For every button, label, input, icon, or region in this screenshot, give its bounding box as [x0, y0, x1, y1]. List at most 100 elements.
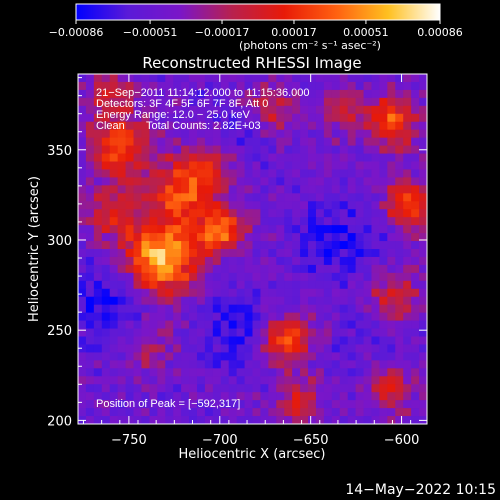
- heatmap-cell: [323, 209, 333, 218]
- heatmap-cell: [165, 177, 174, 186]
- heatmap-cell: [125, 105, 135, 115]
- heatmap-cell: [236, 193, 246, 202]
- heatmap-cell: [236, 81, 246, 91]
- heatmap-cell: [315, 272, 325, 282]
- heatmap-cell: [85, 169, 95, 178]
- heatmap-cell: [323, 272, 333, 282]
- heatmap-cell: [212, 352, 222, 361]
- heatmap-cell: [181, 233, 190, 242]
- heatmap-cell: [347, 209, 357, 218]
- heatmap-cell: [196, 129, 206, 139]
- heatmap-cell: [244, 217, 254, 226]
- heatmap-cell: [387, 336, 396, 346]
- heatmap-cell: [93, 145, 103, 155]
- heatmap-cell: [387, 280, 396, 290]
- heatmap-cell: [403, 113, 412, 123]
- heatmap-cell: [260, 344, 269, 353]
- heatmap-cell: [260, 81, 269, 91]
- heatmap-cell: [363, 81, 373, 91]
- heatmap-cell: [141, 360, 150, 369]
- heatmap-cell: [403, 97, 412, 107]
- heatmap-cell: [339, 129, 349, 139]
- heatmap-cell: [403, 376, 412, 385]
- heatmap-cell: [252, 241, 262, 250]
- heatmap-cell: [339, 320, 349, 330]
- heatmap-cell: [300, 296, 309, 306]
- heatmap-cell: [220, 384, 230, 393]
- heatmap-cell: [157, 360, 166, 369]
- heatmap-cell: [347, 408, 357, 417]
- annotation-method: Clean: [96, 120, 125, 132]
- heatmap-cell: [260, 97, 269, 107]
- heatmap-cell: [260, 113, 269, 123]
- heatmap-cell: [252, 89, 262, 99]
- heatmap-cell: [315, 185, 325, 194]
- heatmap-cell: [387, 81, 396, 91]
- heatmap-cell: [347, 336, 357, 346]
- heatmap-cell: [181, 121, 190, 131]
- heatmap-cell: [244, 105, 254, 115]
- heatmap-cell: [93, 129, 103, 139]
- heatmap-cell: [85, 225, 95, 234]
- heatmap-cell: [268, 185, 277, 194]
- heatmap-cell: [101, 81, 111, 91]
- heatmap-cell: [85, 177, 95, 186]
- heatmap-cell: [78, 320, 87, 330]
- heatmap-cell: [387, 368, 396, 377]
- heatmap-cell: [292, 193, 301, 202]
- heatmap-cell: [220, 74, 230, 83]
- heatmap-cell: [228, 201, 238, 210]
- heatmap-cell: [331, 177, 341, 186]
- heatmap-cell: [101, 344, 111, 353]
- heatmap-cell: [149, 400, 158, 409]
- heatmap-cell: [252, 264, 262, 274]
- heatmap-cell: [93, 384, 103, 393]
- heatmap-cell: [268, 217, 277, 226]
- heatmap-cell: [125, 209, 135, 218]
- heatmap-cell: [149, 161, 158, 171]
- heatmap-cell: [93, 217, 103, 226]
- heatmap-cell: [173, 304, 182, 314]
- heatmap-cell: [331, 304, 341, 314]
- heatmap-cell: [133, 185, 143, 194]
- heatmap-cell: [157, 137, 166, 147]
- heatmap-cell: [419, 233, 427, 242]
- heatmap-cell: [125, 336, 135, 346]
- heatmap-cell: [292, 344, 301, 353]
- heatmap-cell: [284, 352, 293, 361]
- heatmap-cell: [149, 344, 158, 353]
- heatmap-cell: [379, 137, 388, 147]
- heatmap-cell: [212, 384, 222, 393]
- heatmap-cell: [85, 304, 95, 314]
- heatmap-cell: [165, 328, 174, 338]
- heatmap-cell: [419, 129, 427, 139]
- heatmap-cell: [292, 368, 301, 377]
- heatmap-cell: [395, 344, 404, 353]
- heatmap-cell: [212, 225, 222, 234]
- heatmap-cell: [379, 129, 388, 139]
- heatmap-cell: [276, 97, 285, 107]
- heatmap-cell: [165, 352, 174, 361]
- heatmap-cell: [93, 392, 103, 401]
- heatmap-cell: [196, 304, 206, 314]
- heatmap-cell: [339, 145, 349, 155]
- heatmap-cell: [133, 97, 143, 107]
- heatmap-cell: [323, 97, 333, 107]
- heatmap-cell: [292, 249, 301, 258]
- heatmap-cell: [292, 233, 301, 242]
- heatmap-cell: [300, 121, 309, 131]
- heatmap-cell: [78, 121, 87, 131]
- heatmap-cell: [125, 384, 135, 393]
- heatmap-cell: [315, 328, 325, 338]
- heatmap-cell: [315, 233, 325, 242]
- heatmap-cell: [93, 201, 103, 210]
- heatmap-cell: [173, 74, 182, 83]
- heatmap-cell: [419, 344, 427, 353]
- heatmap-cell: [85, 256, 95, 266]
- heatmap-cell: [403, 336, 412, 346]
- heatmap-cell: [411, 416, 420, 424]
- heatmap-cell: [228, 296, 238, 306]
- heatmap-cell: [411, 256, 420, 266]
- heatmap-cell: [300, 320, 309, 330]
- heatmap-cell: [85, 400, 95, 409]
